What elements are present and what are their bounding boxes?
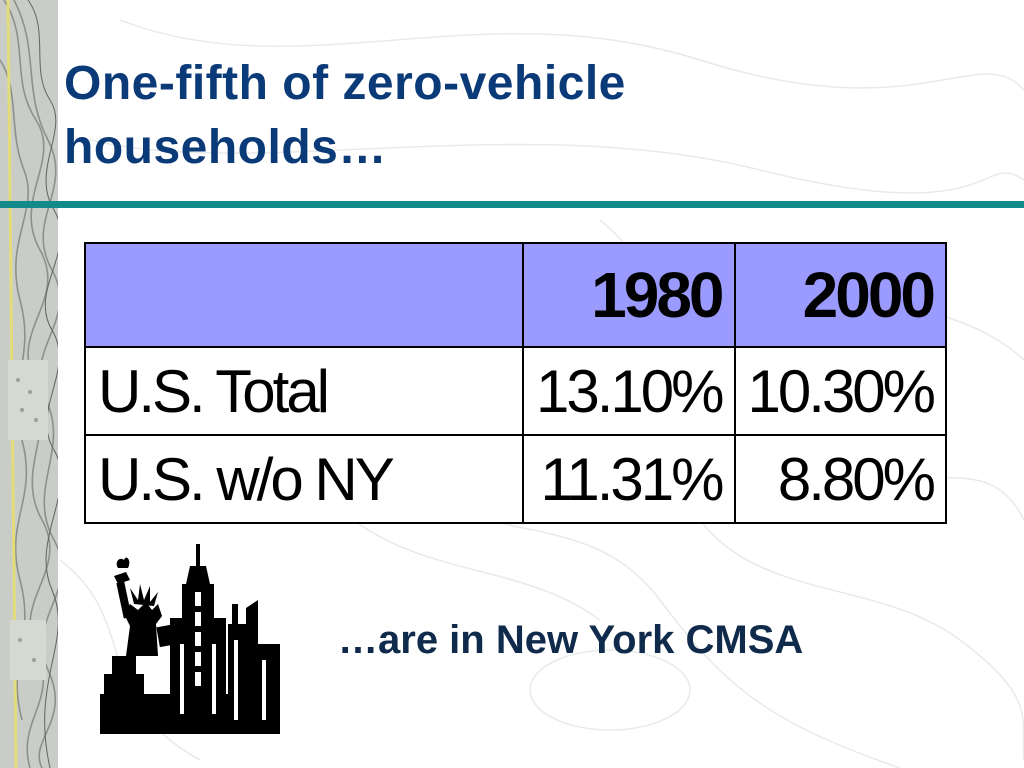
cell-value: 10.30% xyxy=(733,346,947,436)
statue-of-liberty-skyline-icon xyxy=(100,544,280,734)
slide-title-line-1: One-fifth of zero-vehicle xyxy=(64,57,626,110)
zero-vehicle-table: 1980 2000 U.S. Total 13.10% 10.30% U.S. … xyxy=(84,242,947,524)
slide-title: One-fifth of zero-vehicle households… xyxy=(64,52,964,180)
row-label: U.S. Total xyxy=(84,346,524,436)
table-header-row: 1980 2000 xyxy=(84,242,947,348)
header-2000: 2000 xyxy=(733,242,947,348)
table-row: U.S. Total 13.10% 10.30% xyxy=(84,346,947,436)
table-row: U.S. w/o NY 11.31% 8.80% xyxy=(84,434,947,524)
cell-value: 11.31% xyxy=(522,434,736,524)
header-1980: 1980 xyxy=(522,242,736,348)
title-divider xyxy=(0,201,1024,208)
slide-title-line-2: households… xyxy=(64,121,387,174)
cell-value: 8.80% xyxy=(733,434,947,524)
header-empty-cell xyxy=(84,242,524,348)
cell-value: 13.10% xyxy=(522,346,736,436)
row-label: U.S. w/o NY xyxy=(84,434,524,524)
footer-caption: …are in New York CMSA xyxy=(338,618,804,662)
topographic-sidebar-strip xyxy=(0,0,58,768)
